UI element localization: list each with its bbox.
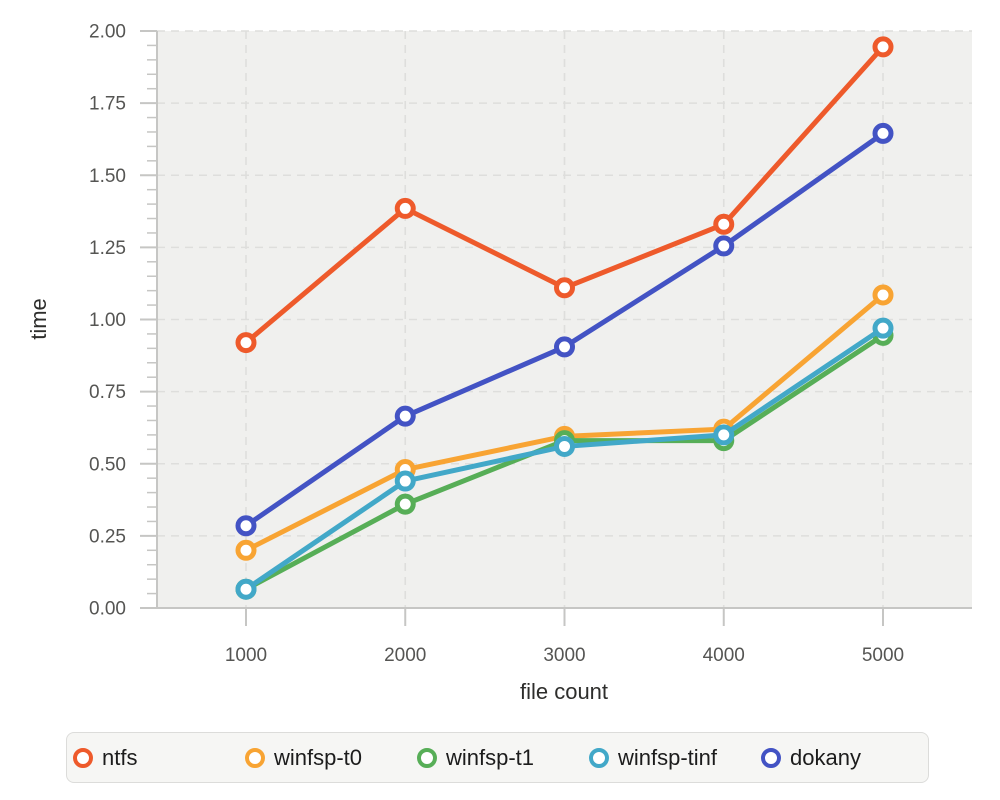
series-marker-winfsp-t1-2000 xyxy=(394,493,416,515)
legend-label-ntfs: ntfs xyxy=(102,744,138,770)
series-marker-winfsp-tinf-1000 xyxy=(235,578,257,600)
axes: 0.00 0.25 0.50 0.75 1.00 1.25 1.50 1.75 2.00 1000… xyxy=(89,22,972,666)
series-marker-dokany-4000 xyxy=(713,235,735,257)
series-marker-dokany-5000 xyxy=(872,122,894,144)
legend-marker-winfsp-t0-icon xyxy=(245,747,265,768)
series-marker-ntfs-5000 xyxy=(872,36,894,58)
x-axis-title: file count xyxy=(520,679,608,704)
series-ntfs xyxy=(235,36,894,354)
series-marker-winfsp-t0-1000 xyxy=(235,539,257,561)
y-tick-label-1.25: 1.25 xyxy=(89,238,126,259)
legend-marker-dokany-icon xyxy=(761,747,781,768)
x-tick-label-1000: 1000 xyxy=(225,645,267,666)
series-marker-winfsp-tinf-5000 xyxy=(872,317,894,339)
y-tick-label-1.50: 1.50 xyxy=(89,166,126,187)
series-marker-winfsp-tinf-4000 xyxy=(713,424,735,446)
series-marker-ntfs-3000 xyxy=(554,277,575,299)
legend-label-winfsp-t0: winfsp-t0 xyxy=(274,744,363,770)
legend: ntfs winfsp-t0 winfsp-t1 winfsp-tinf dokany xyxy=(66,732,929,783)
series-marker-winfsp-t0-5000 xyxy=(872,284,894,306)
series-layer xyxy=(235,36,894,600)
y-tick-label-1.75: 1.75 xyxy=(89,94,126,115)
x-tick-label-5000: 5000 xyxy=(862,645,904,666)
series-marker-winfsp-tinf-3000 xyxy=(554,435,575,457)
legend-item-winfsp-t1: winfsp-t1 xyxy=(417,745,589,771)
y-tick-label-2.00: 2.00 xyxy=(89,22,126,43)
x-tick-label-4000: 4000 xyxy=(703,645,745,666)
legend-label-winfsp-tinf: winfsp-tinf xyxy=(618,744,718,770)
series-marker-dokany-1000 xyxy=(235,515,257,537)
y-tick-label-0.75: 0.75 xyxy=(89,382,126,403)
legend-label-dokany: dokany xyxy=(790,744,861,770)
series-dokany xyxy=(235,122,894,537)
legend-label-winfsp-t1: winfsp-t1 xyxy=(446,744,535,770)
legend-item-winfsp-t0: winfsp-t0 xyxy=(245,745,417,771)
y-tick-label-0.00: 0.00 xyxy=(89,599,126,620)
legend-marker-ntfs-icon xyxy=(73,747,93,768)
y-axis-title: time xyxy=(26,298,51,340)
series-marker-dokany-2000 xyxy=(394,405,416,427)
series-marker-ntfs-2000 xyxy=(394,197,416,219)
series-marker-ntfs-1000 xyxy=(235,332,257,354)
line-chart: 0.00 0.25 0.50 0.75 1.00 1.25 1.50 1.75 2.00 1000… xyxy=(26,22,972,704)
series-winfsp-tinf xyxy=(235,317,894,600)
series-marker-dokany-3000 xyxy=(554,336,575,358)
legend-item-ntfs: ntfs xyxy=(73,745,245,771)
y-tick-label-0.25: 0.25 xyxy=(89,526,126,547)
legend-marker-winfsp-t1-icon xyxy=(417,747,437,768)
x-tick-label-3000: 3000 xyxy=(543,645,585,666)
legend-item-winfsp-tinf: winfsp-tinf xyxy=(589,745,761,771)
legend-item-dokany: dokany xyxy=(761,745,933,771)
series-marker-ntfs-4000 xyxy=(713,213,735,235)
legend-marker-winfsp-tinf-icon xyxy=(589,747,609,768)
series-marker-winfsp-tinf-2000 xyxy=(394,470,416,492)
x-tick-label-2000: 2000 xyxy=(384,645,426,666)
y-tick-label-0.50: 0.50 xyxy=(89,454,126,475)
y-tick-label-1.00: 1.00 xyxy=(89,310,126,331)
